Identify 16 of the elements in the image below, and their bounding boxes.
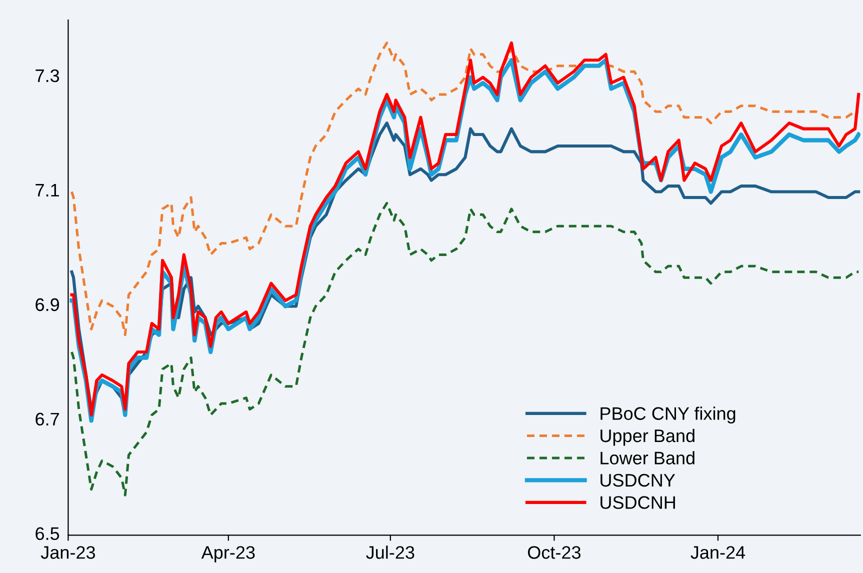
legend-label: Upper Band (600, 428, 694, 446)
x-tick-label: Jan-23 (40, 546, 95, 559)
y-tick-label: 6.7 (36, 412, 59, 426)
x-tick-label: Apr-23 (201, 546, 255, 562)
x-tick-label: Jul-23 (366, 546, 414, 559)
x-tick-label: Oct-23 (528, 546, 580, 559)
legend-label: USDCNH (600, 496, 675, 509)
y-tick-label: 6.5 (36, 527, 60, 540)
x-tick-label: Jan-24 (690, 546, 746, 559)
line-series (70, 202, 860, 496)
y-tick-label: 7.3 (36, 69, 60, 82)
legend-label: Lower Band (600, 451, 694, 464)
y-tick-label: 7.1 (36, 184, 59, 196)
legend-label: PBoC CNY fixing (600, 406, 736, 424)
legend-label: USDCNY (600, 474, 676, 487)
y-tick-label: 6.9 (36, 298, 59, 312)
